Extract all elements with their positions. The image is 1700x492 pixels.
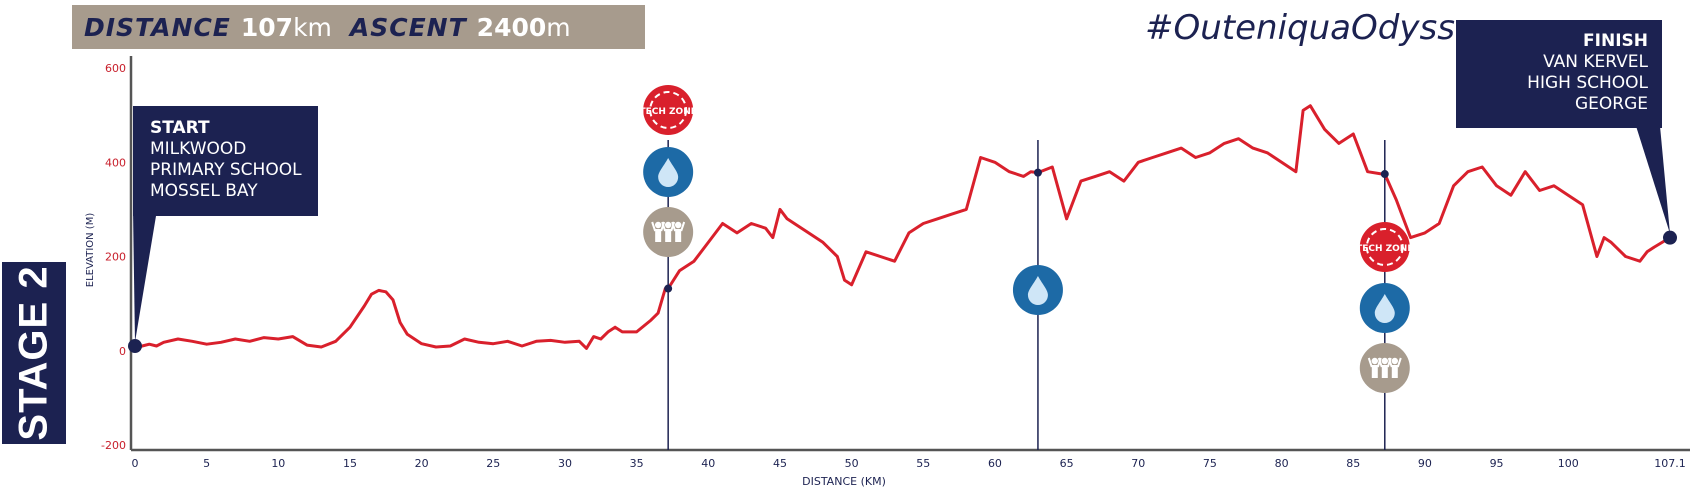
stage-badge: STAGE 2 [2,262,66,444]
support-person-head [674,221,682,229]
endpoint-marker [128,339,142,354]
finish-title: FINISH [1583,31,1648,51]
x-tick-label: 15 [343,457,357,470]
support-person-body [1381,365,1388,378]
chart-axes [129,56,1690,452]
station-icons: TECH ZONE TECH ZONE [639,85,1413,393]
support-person-arm [1387,357,1393,368]
distance-unit: km [293,12,332,42]
x-tick-label: 80 [1275,457,1289,470]
chart-callouts [133,126,1670,343]
y-tick-label: 600 [105,62,126,75]
x-tick-label: 95 [1490,457,1504,470]
checkpoint-marker [664,284,673,293]
water-icon [1012,265,1063,315]
start-callout-pointer [133,210,157,343]
x-axis-label: DISTANCE (KM) [802,475,886,488]
support-person-head [1371,357,1378,365]
water-drop [1374,294,1395,324]
x-tick-label: 55 [916,457,930,470]
x-tick-label: 75 [1203,457,1217,470]
support-person-arm [1377,357,1383,368]
support-person-body [1391,365,1398,378]
support-person-arm [1396,357,1402,368]
tech-zone-icon: TECH ZONE [639,85,697,135]
y-tick-label: 200 [105,251,126,264]
water-drop [1027,276,1048,305]
support-icon [643,207,694,257]
support-person-body [675,229,682,242]
support-person-arm [680,221,686,232]
x-tick-label: 25 [486,457,500,470]
support-icon [1359,343,1410,393]
x-tick-label: 45 [773,457,787,470]
finish-line: GEORGE [1574,94,1648,114]
hashtag: #OuteniquaOdyssey [1145,8,1496,48]
support-person-head [654,221,662,229]
finish-callout: FINISH VAN KERVEL HIGH SCHOOL GEORGE [1456,20,1662,128]
x-tick-label: 20 [415,457,429,470]
tech-zone-icon: TECH ZONE [1356,222,1413,272]
water-icon [643,147,694,197]
x-tick-label: 5 [203,457,210,470]
x-tick-label: 65 [1060,457,1074,470]
x-tick-label: 60 [988,457,1002,470]
tech-zone-label: TECH ZONE [639,107,696,117]
y-axis-label: ELEVATION (M) [85,213,96,288]
finish-callout-pointer [1636,126,1670,234]
x-tick-label: 90 [1418,457,1432,470]
x-tick-label: 70 [1131,457,1145,470]
support-person-body [1371,365,1378,378]
ascent-unit: m [546,12,571,42]
support-person-body [655,229,662,242]
support-person-arm [661,221,667,232]
checkpoint-marker [1380,170,1389,179]
ascent-label: ASCENT [349,12,467,42]
distance-value: 107 [240,12,294,42]
y-tick-label: 0 [119,345,126,358]
finish-line: HIGH SCHOOL [1527,73,1648,93]
x-tick-label: 35 [630,457,644,470]
stage-label: STAGE 2 [11,265,56,441]
start-callout: START MILKWOOD PRIMARY SCHOOL MOSSEL BAY [133,106,318,216]
start-line: MOSSEL BAY [150,181,258,201]
water-drop [658,158,679,187]
x-tick-label: 40 [701,457,715,470]
support-person-arm [671,221,677,232]
x-tick-label: 107.1 [1654,457,1686,470]
elevation-profile-line [134,104,1671,350]
x-tick-label: 10 [271,457,285,470]
support-person-body [665,229,672,242]
start-title: START [150,118,210,138]
tech-zone-gear [1365,228,1404,266]
distance-label: DISTANCE [84,12,231,42]
support-person-head [1391,357,1398,365]
header-bar: DISTANCE 107 km ASCENT 2400 m [72,5,645,49]
start-line: PRIMARY SCHOOL [150,160,302,180]
x-tick-label: 30 [558,457,572,470]
x-tick-label: 50 [845,457,859,470]
water-icon [1359,283,1410,333]
tech-zone-label: TECH ZONE [1356,244,1413,254]
chart-ticks: 600 400 200 0 -200 0 5 10 15 20 25 30 35 40 45 50 55 60 65… [101,62,1686,470]
ascent-value: 2400 [476,12,547,42]
x-tick-label: 100 [1558,457,1579,470]
chart-markers [128,168,1677,354]
checkpoint-marker [1033,168,1042,177]
x-tick-label: 0 [132,457,139,470]
x-tick-label: 85 [1346,457,1360,470]
support-person-head [1381,357,1388,365]
y-tick-label: -200 [101,439,126,452]
support-person-arm [1367,357,1373,368]
support-person-head [664,221,672,229]
endpoint-marker [1663,230,1677,245]
support-person-arm [651,221,657,232]
y-tick-label: 400 [105,156,126,169]
start-line: MILKWOOD [150,139,247,159]
tech-zone-gear [649,91,688,129]
finish-line: VAN KERVEL [1543,52,1648,72]
